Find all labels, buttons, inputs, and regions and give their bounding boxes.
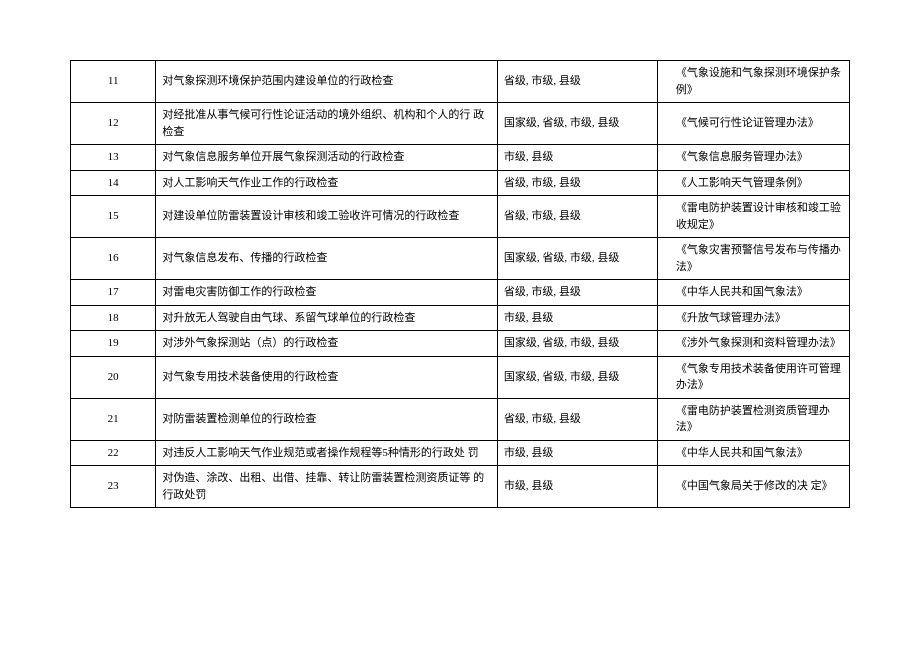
table-row: 22 对违反人工影响天气作业规范或者操作规程等5种情形的行政处 罚 市级, 县级… [71, 440, 850, 466]
cell-ref: 《人工影响天气管理条例》 [657, 170, 849, 196]
cell-level: 市级, 县级 [497, 305, 657, 331]
cell-no: 16 [71, 238, 156, 280]
cell-level: 省级, 市级, 县级 [497, 280, 657, 306]
cell-item: 对气象信息发布、传播的行政检查 [156, 238, 497, 280]
cell-ref: 《中国气象局关于修改的决 定》 [657, 466, 849, 508]
cell-ref: 《中华人民共和国气象法》 [657, 440, 849, 466]
cell-no: 22 [71, 440, 156, 466]
cell-ref: 《雷电防护装置设计审核和竣工验收规定》 [657, 196, 849, 238]
table-row: 18 对升放无人驾驶自由气球、系留气球单位的行政检查 市级, 县级 《升放气球管… [71, 305, 850, 331]
cell-item: 对违反人工影响天气作业规范或者操作规程等5种情形的行政处 罚 [156, 440, 497, 466]
cell-item: 对气象信息服务单位开展气象探测活动的行政检查 [156, 145, 497, 171]
cell-level: 市级, 县级 [497, 145, 657, 171]
table-row: 12 对经批准从事气候可行性论证活动的境外组织、机构和个人的行 政检查 国家级,… [71, 103, 850, 145]
table-row: 15 对建设单位防雷装置设计审核和竣工验收许可情况的行政检查 省级, 市级, 县… [71, 196, 850, 238]
cell-item: 对人工影响天气作业工作的行政检查 [156, 170, 497, 196]
cell-item: 对升放无人驾驶自由气球、系留气球单位的行政检查 [156, 305, 497, 331]
cell-no: 17 [71, 280, 156, 306]
cell-item: 对建设单位防雷装置设计审核和竣工验收许可情况的行政检查 [156, 196, 497, 238]
cell-no: 23 [71, 466, 156, 508]
cell-ref: 《气象专用技术装备使用许可管理办法》 [657, 356, 849, 398]
cell-ref: 《气候可行性论证管理办法》 [657, 103, 849, 145]
table-row: 21 对防雷装置检测单位的行政检查 省级, 市级, 县级 《雷电防护装置检测资质… [71, 398, 850, 440]
cell-level: 国家级, 省级, 市级, 县级 [497, 238, 657, 280]
table-body: 11 对气象探测环境保护范围内建设单位的行政检查 省级, 市级, 县级 《气象设… [71, 61, 850, 508]
cell-level: 国家级, 省级, 市级, 县级 [497, 331, 657, 357]
table-row: 19 对涉外气象探测站（点）的行政检查 国家级, 省级, 市级, 县级 《涉外气… [71, 331, 850, 357]
table-row: 23 对伪造、涂改、出租、出借、挂靠、转让防雷装置检测资质证等 的行政处罚 市级… [71, 466, 850, 508]
cell-item: 对伪造、涂改、出租、出借、挂靠、转让防雷装置检测资质证等 的行政处罚 [156, 466, 497, 508]
cell-level: 省级, 市级, 县级 [497, 61, 657, 103]
cell-ref: 《雷电防护装置检测资质管理办法》 [657, 398, 849, 440]
cell-ref: 《升放气球管理办法》 [657, 305, 849, 331]
cell-ref: 《气象设施和气象探测环境保护条例》 [657, 61, 849, 103]
table-row: 20 对气象专用技术装备使用的行政检查 国家级, 省级, 市级, 县级 《气象专… [71, 356, 850, 398]
cell-no: 15 [71, 196, 156, 238]
cell-level: 国家级, 省级, 市级, 县级 [497, 356, 657, 398]
table-row: 17 对雷电灾害防御工作的行政检查 省级, 市级, 县级 《中华人民共和国气象法… [71, 280, 850, 306]
cell-no: 20 [71, 356, 156, 398]
cell-level: 国家级, 省级, 市级, 县级 [497, 103, 657, 145]
cell-level: 省级, 市级, 县级 [497, 398, 657, 440]
cell-ref: 《气象灾害预警信号发布与传播办法》 [657, 238, 849, 280]
document-page: 11 对气象探测环境保护范围内建设单位的行政检查 省级, 市级, 县级 《气象设… [0, 0, 920, 568]
cell-item: 对防雷装置检测单位的行政检查 [156, 398, 497, 440]
table-row: 14 对人工影响天气作业工作的行政检查 省级, 市级, 县级 《人工影响天气管理… [71, 170, 850, 196]
table-row: 16 对气象信息发布、传播的行政检查 国家级, 省级, 市级, 县级 《气象灾害… [71, 238, 850, 280]
cell-item: 对气象探测环境保护范围内建设单位的行政检查 [156, 61, 497, 103]
cell-level: 省级, 市级, 县级 [497, 170, 657, 196]
cell-level: 省级, 市级, 县级 [497, 196, 657, 238]
cell-ref: 《气象信息服务管理办法》 [657, 145, 849, 171]
cell-no: 19 [71, 331, 156, 357]
cell-ref: 《涉外气象探测和资料管理办法》 [657, 331, 849, 357]
cell-no: 21 [71, 398, 156, 440]
cell-level: 市级, 县级 [497, 440, 657, 466]
cell-item: 对气象专用技术装备使用的行政检查 [156, 356, 497, 398]
cell-no: 11 [71, 61, 156, 103]
cell-no: 12 [71, 103, 156, 145]
cell-ref: 《中华人民共和国气象法》 [657, 280, 849, 306]
cell-no: 13 [71, 145, 156, 171]
cell-no: 14 [71, 170, 156, 196]
cell-level: 市级, 县级 [497, 466, 657, 508]
cell-item: 对雷电灾害防御工作的行政检查 [156, 280, 497, 306]
cell-no: 18 [71, 305, 156, 331]
table-row: 11 对气象探测环境保护范围内建设单位的行政检查 省级, 市级, 县级 《气象设… [71, 61, 850, 103]
cell-item: 对涉外气象探测站（点）的行政检查 [156, 331, 497, 357]
cell-item: 对经批准从事气候可行性论证活动的境外组织、机构和个人的行 政检查 [156, 103, 497, 145]
regulation-table: 11 对气象探测环境保护范围内建设单位的行政检查 省级, 市级, 县级 《气象设… [70, 60, 850, 508]
table-row: 13 对气象信息服务单位开展气象探测活动的行政检查 市级, 县级 《气象信息服务… [71, 145, 850, 171]
